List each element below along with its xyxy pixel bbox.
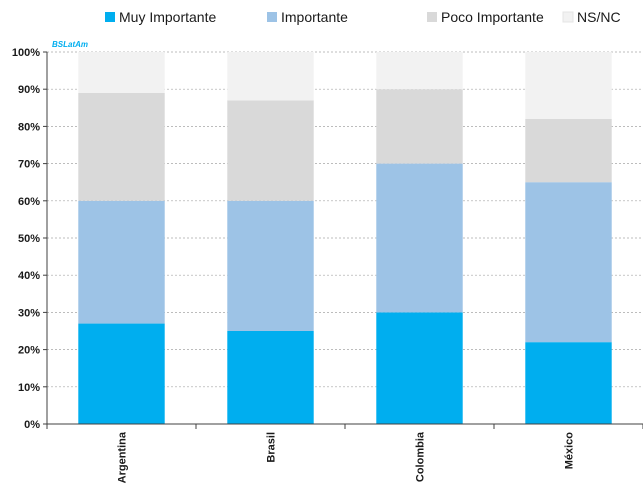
legend: Muy Importante Importante Poco Importante N… [105,9,621,25]
y-tick-label-5: 50% [18,233,40,245]
y-tick-label-7: 70% [18,159,40,171]
x-category-label-3: México [564,432,576,470]
bar-segment-1-0 [227,331,313,424]
bar-segment-3-0 [525,342,611,424]
bar-segment-2-2 [376,89,462,163]
y-tick-label-3: 30% [18,307,40,319]
legend-label-3: NS/NC [577,9,621,25]
bar-segment-0-2 [78,93,164,201]
y-tick-label-0: 0% [24,419,40,431]
bar-segment-3-2 [525,119,611,182]
x-axis-categories: Argentina Brasil Colombia México [117,431,576,483]
legend-label-2: Poco Importante [441,9,544,25]
y-tick-label-10: 100% [12,47,40,59]
y-axis-ticks: 0% 10% 20% 30% 40% 50% 60% 70% 80% 90% 100% [12,47,47,431]
x-category-label-0: Argentina [117,431,129,483]
legend-label-1: Importante [281,9,348,25]
bar-segment-3-3 [525,52,611,119]
legend-label-0: Muy Importante [119,9,216,25]
bar-segment-1-1 [227,201,313,331]
legend-swatch-0 [105,12,115,22]
bar-segment-2-0 [376,312,462,424]
bar-segment-0-0 [78,324,164,424]
y-tick-label-6: 60% [18,196,40,208]
y-tick-label-8: 80% [18,121,40,133]
legend-swatch-3 [563,12,573,22]
legend-swatch-2 [427,12,437,22]
bar-segment-2-1 [376,164,462,313]
legend-swatch-1 [267,12,277,22]
x-category-label-1: Brasil [266,432,278,463]
bar-segment-2-3 [376,52,462,89]
y-tick-label-1: 10% [18,382,40,394]
bar-segment-0-1 [78,201,164,324]
watermark-logo: BSLatAm [52,40,88,49]
bar-segment-1-2 [227,100,313,200]
bar-segment-1-3 [227,52,313,100]
x-category-label-2: Colombia [415,431,427,482]
y-tick-label-9: 90% [18,84,40,96]
bar-segment-3-1 [525,182,611,342]
y-tick-label-2: 20% [18,345,40,357]
y-tick-label-4: 40% [18,270,40,282]
bar-segment-0-3 [78,52,164,93]
